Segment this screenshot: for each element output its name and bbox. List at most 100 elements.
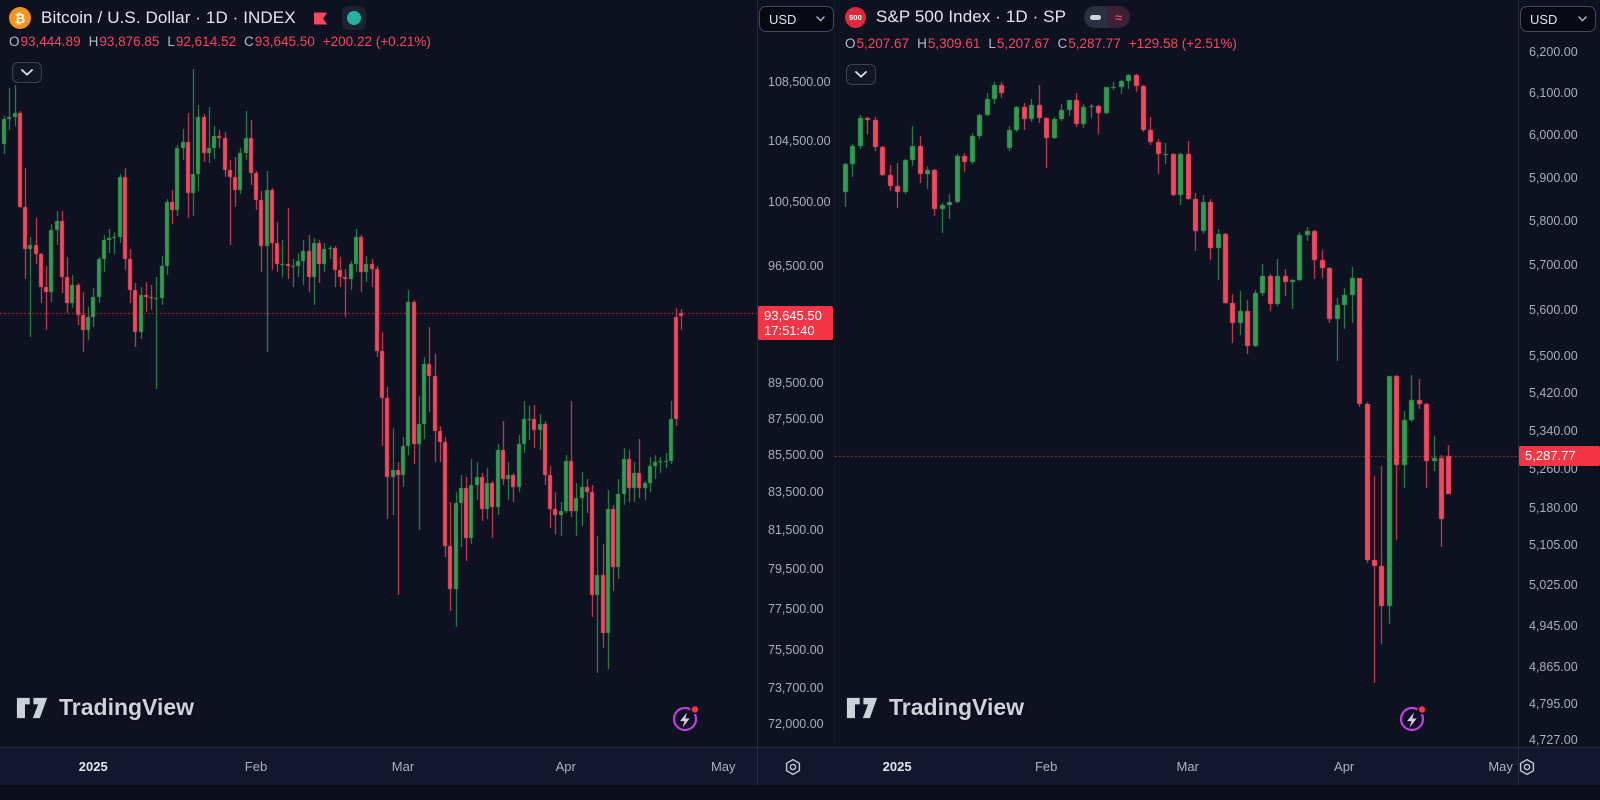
collapse-header-button[interactable] bbox=[846, 64, 876, 85]
price-tick-label: 96,500.00 bbox=[768, 258, 824, 273]
price-tick-label: 83,500.00 bbox=[768, 485, 824, 500]
price-tick-label: 4,945.00 bbox=[1529, 618, 1578, 633]
price-tick-label: 4,727.00 bbox=[1529, 732, 1578, 747]
price-tick-label: 6,000.00 bbox=[1529, 128, 1578, 143]
lightning-button[interactable] bbox=[671, 703, 701, 733]
time-axis-label: May bbox=[710, 759, 736, 774]
price-tick-label: 6,100.00 bbox=[1529, 86, 1578, 101]
time-axis-label: Mar bbox=[1176, 759, 1199, 774]
chart-pane-btc[interactable] bbox=[0, 0, 757, 747]
price-tick-label: 77,500.00 bbox=[768, 601, 824, 616]
price-tick-label: 6,200.00 bbox=[1529, 45, 1578, 59]
price-tick-label: 5,105.00 bbox=[1529, 537, 1578, 552]
axis-separator bbox=[757, 748, 758, 786]
watermark-text: TradingView bbox=[59, 694, 195, 720]
ohlc-high: H93,876.85 bbox=[88, 34, 160, 49]
time-axis-label: Apr bbox=[555, 759, 576, 774]
ohlc-low: L5,207.67 bbox=[988, 36, 1050, 51]
price-tick-label: 87,500.00 bbox=[768, 411, 824, 426]
price-tick-label: 72,000.00 bbox=[768, 717, 824, 732]
chevron-down-icon bbox=[816, 16, 825, 22]
scale-toggle[interactable]: ≈ bbox=[1084, 6, 1131, 28]
change-readout: +200.22 (+0.21%) bbox=[322, 34, 431, 49]
ohlc-readout-btc: O93,444.89 H93,876.85 L92,614.52 C93,645… bbox=[9, 34, 431, 49]
bottom-gutter bbox=[0, 785, 1600, 800]
price-tick-label: 5,600.00 bbox=[1529, 303, 1578, 318]
flag-icon[interactable] bbox=[312, 11, 328, 26]
price-tick-label: 108,500.00 bbox=[768, 75, 831, 89]
scale-toggle-percent[interactable]: ≈ bbox=[1107, 6, 1131, 28]
chart-pane-sp500[interactable] bbox=[835, 0, 1518, 747]
watermark-text: TradingView bbox=[889, 694, 1025, 720]
price-tick-label: 5,800.00 bbox=[1529, 214, 1578, 229]
price-tick-label: 100,500.00 bbox=[768, 194, 831, 209]
price-tick-label: 79,500.00 bbox=[768, 562, 824, 576]
ohlc-readout-sp500: O5,207.67 H5,309.61 L5,207.67 C5,287.77 … bbox=[845, 36, 1237, 51]
sp500-icon: 500 bbox=[845, 6, 866, 28]
price-tick-label: 5,180.00 bbox=[1529, 500, 1578, 515]
symbol-title-btc[interactable]: Bitcoin / U.S. Dollar · 1D · INDEX bbox=[41, 8, 296, 27]
price-tick-label: 73,700.00 bbox=[768, 680, 824, 695]
dash-icon bbox=[1090, 14, 1102, 20]
price-tick-label: 5,500.00 bbox=[1529, 348, 1578, 363]
axis-settings-gear-icon[interactable] bbox=[783, 757, 803, 777]
time-axis-label: Apr bbox=[1334, 759, 1355, 774]
tradingview-logo-icon bbox=[846, 697, 878, 718]
last-price: 93,645.50 bbox=[764, 308, 822, 323]
time-axis-label: May bbox=[1488, 759, 1513, 774]
ohlc-open: O93,444.89 bbox=[9, 34, 81, 49]
last-price: 5,287.77 bbox=[1525, 448, 1576, 463]
currency-label: USD bbox=[1530, 11, 1558, 27]
ohlc-low: L92,614.52 bbox=[167, 34, 236, 49]
change-readout: +129.58 (+2.51%) bbox=[1128, 36, 1237, 51]
price-tick-label: 5,025.00 bbox=[1529, 577, 1578, 592]
axis-separator bbox=[1518, 748, 1519, 786]
price-tick-label: 5,420.00 bbox=[1529, 385, 1578, 400]
last-price-badge-btc: 93,645.50 17:51:40 bbox=[758, 306, 833, 340]
price-axis-btc[interactable]: 108,500.00 104,500.00 100,500.00 96,500.00 8… bbox=[757, 0, 834, 747]
time-axis-label: 2025 bbox=[78, 759, 108, 774]
scale-toggle-absolute[interactable] bbox=[1084, 6, 1108, 28]
last-price-badge-sp500: 5,287.77 bbox=[1519, 446, 1600, 466]
currency-select-btc[interactable]: USD bbox=[759, 6, 834, 32]
price-tick-label: 75,500.00 bbox=[768, 642, 824, 657]
axis-settings-gear-icon[interactable] bbox=[1517, 757, 1537, 777]
pane-divider bbox=[834, 0, 835, 747]
time-axis-label: Feb bbox=[244, 759, 268, 774]
tradingview-logo-icon bbox=[16, 697, 48, 718]
time-axis-label: Feb bbox=[1034, 759, 1058, 774]
candlestick-canvas-sp500[interactable] bbox=[835, 0, 1518, 747]
symbol-header-sp500: 500 S&P 500 Index · 1D · SP ≈ bbox=[845, 6, 1131, 28]
symbol-header-btc: ₿ Bitcoin / U.S. Dollar · 1D · INDEX bbox=[9, 6, 366, 30]
countdown-timer: 17:51:40 bbox=[764, 323, 815, 338]
chevron-down-icon bbox=[1578, 16, 1587, 22]
ohlc-close: C5,287.77 bbox=[1057, 36, 1121, 51]
market-status-button[interactable] bbox=[341, 6, 366, 30]
price-tick-label: 4,795.00 bbox=[1529, 696, 1578, 711]
time-axis-label: 2025 bbox=[882, 759, 912, 774]
tradingview-watermark[interactable]: TradingView bbox=[16, 694, 194, 721]
lightning-button[interactable] bbox=[1398, 703, 1428, 733]
market-open-dot-icon bbox=[346, 11, 361, 25]
symbol-title-sp500[interactable]: S&P 500 Index · 1D · SP bbox=[876, 7, 1067, 26]
price-tick-label: 104,500.00 bbox=[768, 133, 831, 148]
bitcoin-icon: ₿ bbox=[9, 7, 31, 29]
ohlc-open: O5,207.67 bbox=[845, 36, 910, 51]
price-tick-label: 5,700.00 bbox=[1529, 258, 1578, 273]
collapse-header-button[interactable] bbox=[12, 62, 42, 83]
price-axis-sp500[interactable]: 6,200.00 6,100.00 6,000.00 5,900.00 5,800.00… bbox=[1518, 0, 1600, 747]
price-tick-label: 85,500.00 bbox=[768, 448, 824, 463]
ohlc-close: C93,645.50 bbox=[243, 34, 315, 49]
price-tick-label: 89,500.00 bbox=[768, 376, 824, 391]
currency-select-sp500[interactable]: USD bbox=[1520, 6, 1596, 32]
candlestick-canvas-btc[interactable] bbox=[0, 0, 757, 747]
time-axis-label: Mar bbox=[391, 759, 415, 774]
currency-label: USD bbox=[769, 11, 797, 27]
tradingview-watermark[interactable]: TradingView bbox=[846, 694, 1024, 721]
price-tick-label: 5,900.00 bbox=[1529, 170, 1578, 185]
price-tick-label: 81,500.00 bbox=[768, 523, 824, 538]
time-axis[interactable]: 2025 Feb Mar Apr May 2025 Feb Mar Apr May bbox=[0, 747, 1600, 786]
ohlc-high: H5,309.61 bbox=[917, 36, 981, 51]
price-tick-label: 4,865.00 bbox=[1529, 659, 1578, 674]
